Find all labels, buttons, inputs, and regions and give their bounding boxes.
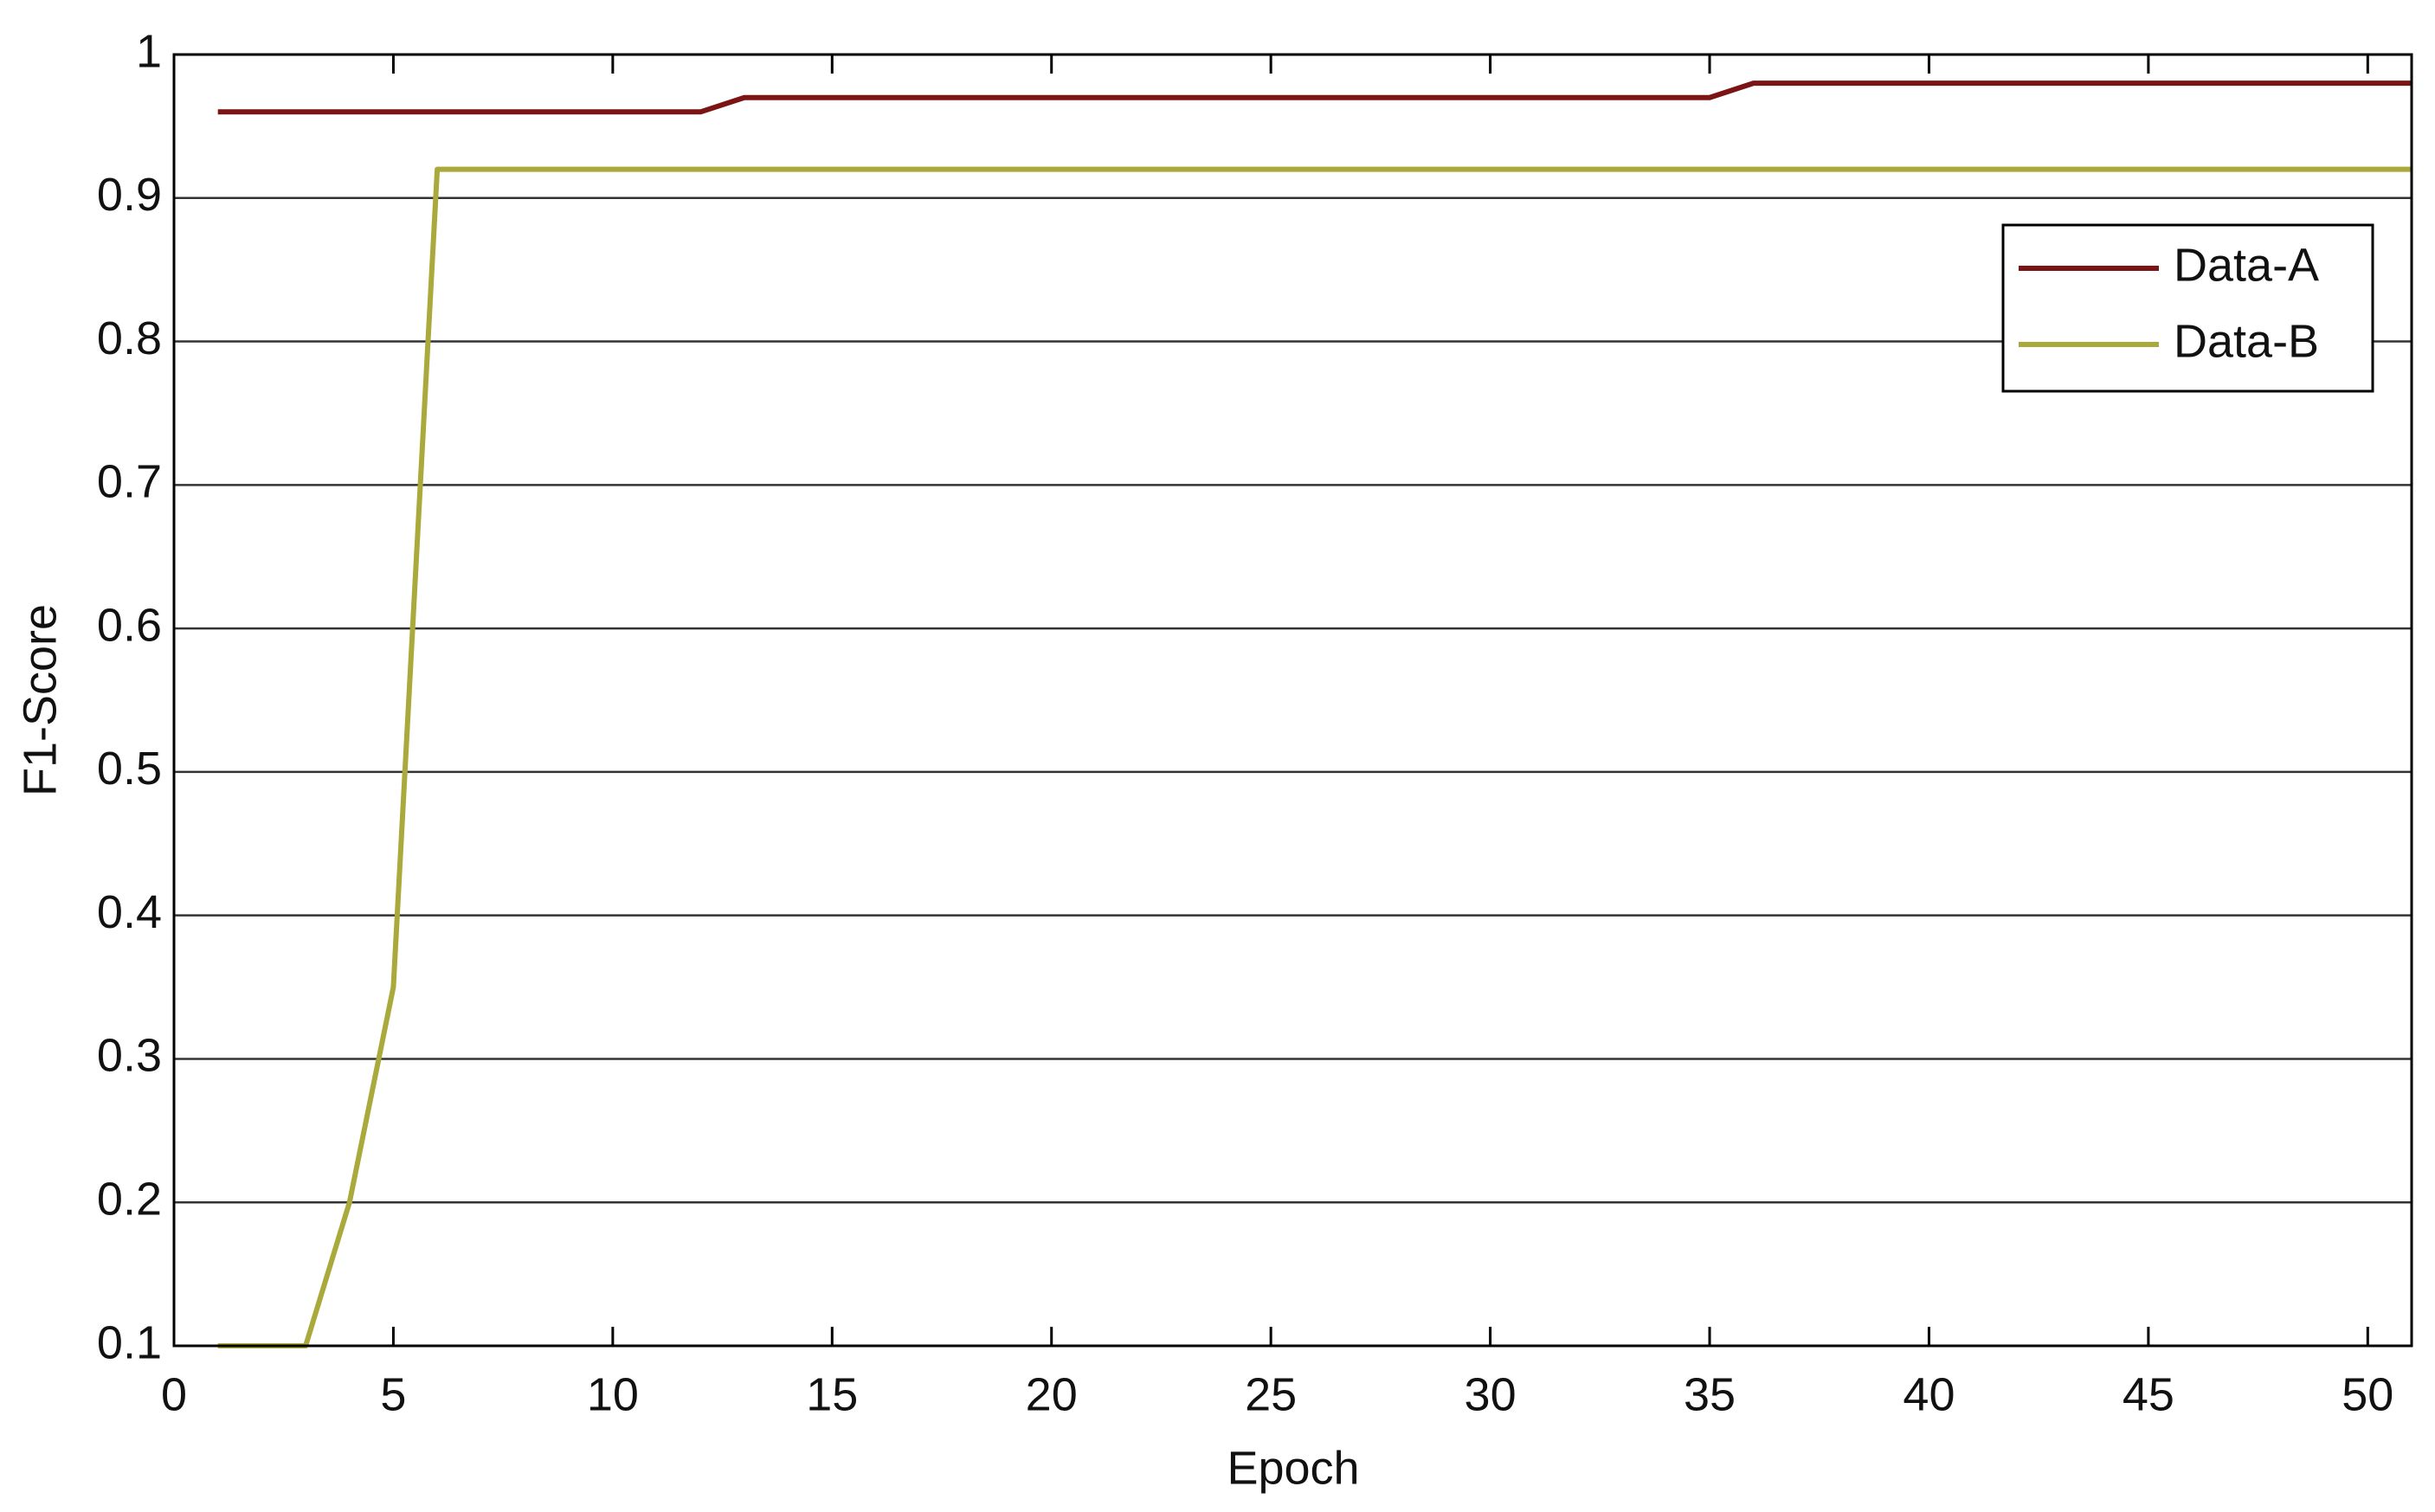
x-axis-label: Epoch — [1227, 1442, 1359, 1494]
data-line — [217, 80, 2412, 115]
plot-frame — [172, 53, 2413, 1348]
y-tick-label: 0.6 — [97, 599, 162, 651]
y-tick-label: 0.1 — [97, 1316, 162, 1368]
x-tick-label: 20 — [1026, 1368, 1078, 1420]
legend-label: Data-A — [2174, 239, 2319, 291]
x-tick-label: 15 — [806, 1368, 858, 1420]
x-tick-label: 25 — [1245, 1368, 1297, 1420]
y-tick-label: 0.7 — [97, 456, 162, 508]
y-tick-label: 1 — [136, 25, 162, 77]
x-tick-label: 40 — [1903, 1368, 1955, 1420]
y-tick-label: 0.9 — [97, 169, 162, 221]
y-tick-label: 0.3 — [97, 1030, 162, 1082]
x-tick-label: 0 — [161, 1368, 187, 1420]
y-tick-label: 0.8 — [97, 312, 162, 364]
legend-box — [2001, 223, 2374, 393]
y-tick-label: 0.4 — [97, 886, 162, 938]
x-tick-label: 50 — [2342, 1368, 2393, 1420]
y-tick-label: 0.5 — [97, 743, 162, 795]
x-tick-label: 5 — [380, 1368, 406, 1420]
legend-label: Data-B — [2174, 315, 2319, 367]
y-tick-label: 0.2 — [97, 1173, 162, 1225]
x-tick-label: 10 — [587, 1368, 639, 1420]
y-axis-label: F1-Score — [14, 604, 66, 796]
x-tick-label: 45 — [2123, 1368, 2174, 1420]
x-tick-label: 35 — [1684, 1368, 1736, 1420]
x-tick-label: 30 — [1465, 1368, 1517, 1420]
